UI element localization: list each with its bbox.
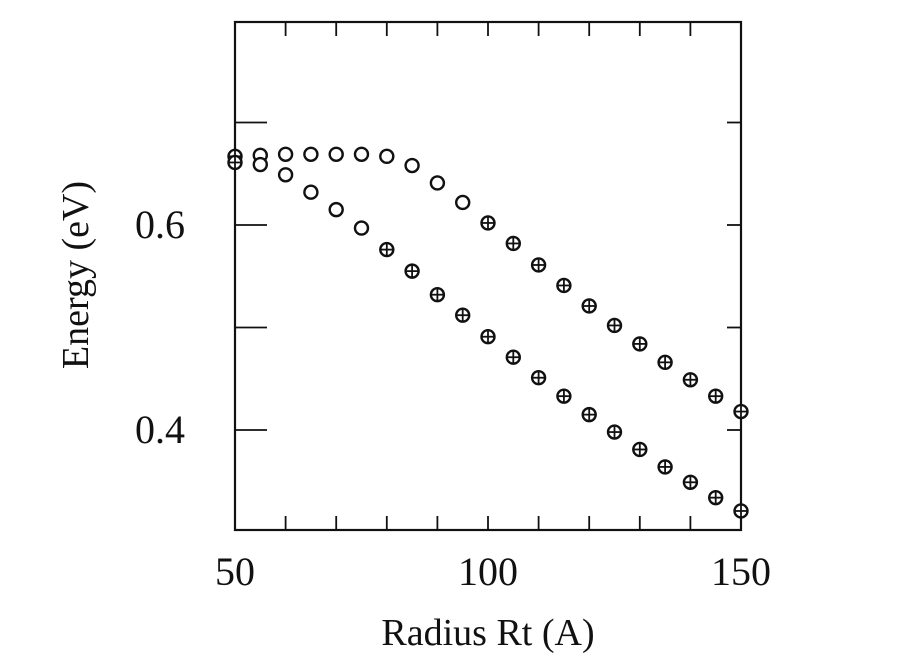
data-point-series-1 [657,354,673,371]
data-point-series-1 [379,148,395,165]
data-point-series-2 [606,424,623,440]
point-marker [277,146,294,162]
data-point-series-1 [682,372,699,388]
data-point-series-1 [277,146,294,162]
data-point-series-2 [252,156,268,173]
x-tick-label: 150 [711,549,771,594]
data-point-series-2 [404,263,420,279]
point-marker [303,146,319,162]
data-point-series-2 [328,201,344,218]
data-point-series-1 [505,235,521,252]
point-marker [252,156,268,173]
data-point-series-2 [429,287,446,303]
data-point-series-2 [632,441,648,458]
point-marker [353,146,370,162]
point-marker [429,175,446,191]
y-tick-label: 0.6 [135,202,185,247]
data-point-series-1 [581,298,597,314]
x-tick-label: 50 [215,549,255,594]
point-marker [455,194,471,211]
point-marker [353,220,370,236]
data-point-series-1 [632,336,648,352]
data-point-series-1 [556,277,572,294]
tick-labels: 50 100 150 0.4 0.6 [135,202,771,594]
data-point-series-2 [733,503,749,519]
x-tick-label: 100 [458,549,518,594]
data-point-series-2 [303,184,319,200]
data-point-series-2 [227,154,243,171]
data-points [227,146,749,519]
plot-frame [233,20,743,532]
point-marker [303,184,319,200]
point-marker [404,157,420,174]
data-point-series-2 [530,370,547,386]
data-point-series-1 [429,175,446,191]
y-axis-label: Energy (eV) [55,181,97,369]
data-point-series-1 [708,388,724,404]
point-marker [277,167,294,183]
data-point-series-2 [581,406,597,423]
data-point-series-2 [480,329,496,345]
data-point-series-2 [379,241,395,258]
data-point-series-1 [404,157,420,174]
data-point-series-2 [708,489,724,506]
data-point-series-2 [277,167,294,183]
data-point-series-1 [480,215,496,231]
data-point-series-2 [657,459,673,475]
y-tick-label: 0.4 [135,407,185,452]
x-axis-label: Radius Rt (A) [381,612,594,654]
data-point-series-1 [328,146,344,162]
data-point-series-1 [455,194,471,211]
data-point-series-1 [530,257,547,273]
data-point-series-2 [505,349,521,365]
data-point-series-2 [556,388,572,404]
data-point-series-2 [455,307,471,323]
point-marker [328,146,344,162]
data-point-series-2 [353,220,370,236]
point-marker [379,148,395,165]
data-point-series-1 [733,403,749,420]
data-point-series-2 [682,474,699,490]
data-point-series-1 [353,146,370,162]
data-point-series-1 [606,317,623,334]
data-point-series-1 [303,146,319,162]
point-marker [328,201,344,218]
tick-marks [235,22,741,530]
